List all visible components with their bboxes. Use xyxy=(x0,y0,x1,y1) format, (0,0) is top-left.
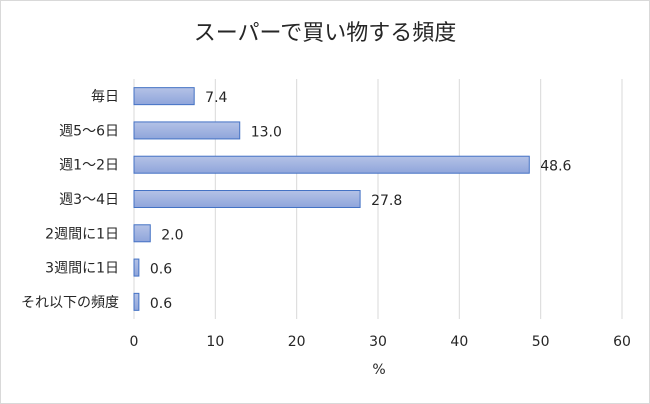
bar-1 xyxy=(133,121,241,140)
category-label-4: 2週間に1日 xyxy=(45,226,119,242)
category-label-2: 週1～2日 xyxy=(59,158,119,174)
bar-4 xyxy=(133,224,151,243)
data-label-1: 13.0 xyxy=(251,124,282,140)
bar-0 xyxy=(133,87,195,106)
data-label-0: 7.4 xyxy=(205,90,227,106)
x-tick-label-60: 60 xyxy=(613,334,631,350)
x-tick-label-30: 30 xyxy=(369,334,387,350)
data-label-6: 0.6 xyxy=(150,296,172,312)
bar-5 xyxy=(133,258,140,277)
category-label-6: それ以下の頻度 xyxy=(21,295,119,311)
bar-3 xyxy=(133,190,361,208)
bar-2 xyxy=(133,155,530,174)
data-label-3: 27.8 xyxy=(371,193,402,209)
category-label-3: 週3～4日 xyxy=(59,192,119,208)
category-label-0: 毎日 xyxy=(91,89,119,105)
bar-6 xyxy=(133,292,140,311)
bars xyxy=(133,87,530,311)
x-tick-label-10: 10 xyxy=(206,334,224,350)
labels: 0 10 20 30 40 50 60 毎日 7.4 週5～6日 13.0 週1～2日 48.6 週3～4… xyxy=(21,89,631,350)
data-label-4: 2.0 xyxy=(161,227,183,243)
x-tick-label-20: 20 xyxy=(288,334,306,350)
data-label-5: 0.6 xyxy=(150,262,172,278)
x-axis-unit-label: % xyxy=(372,362,385,378)
x-tick-label-0: 0 xyxy=(130,334,139,350)
data-label-2: 48.6 xyxy=(540,159,571,175)
category-label-1: 週5～6日 xyxy=(59,123,119,139)
chart-title: スーパーで買い物する頻度 xyxy=(193,21,457,46)
x-tick-label-50: 50 xyxy=(532,334,550,350)
x-tick-label-40: 40 xyxy=(450,334,468,350)
category-label-5: 3週間に1日 xyxy=(45,261,119,277)
